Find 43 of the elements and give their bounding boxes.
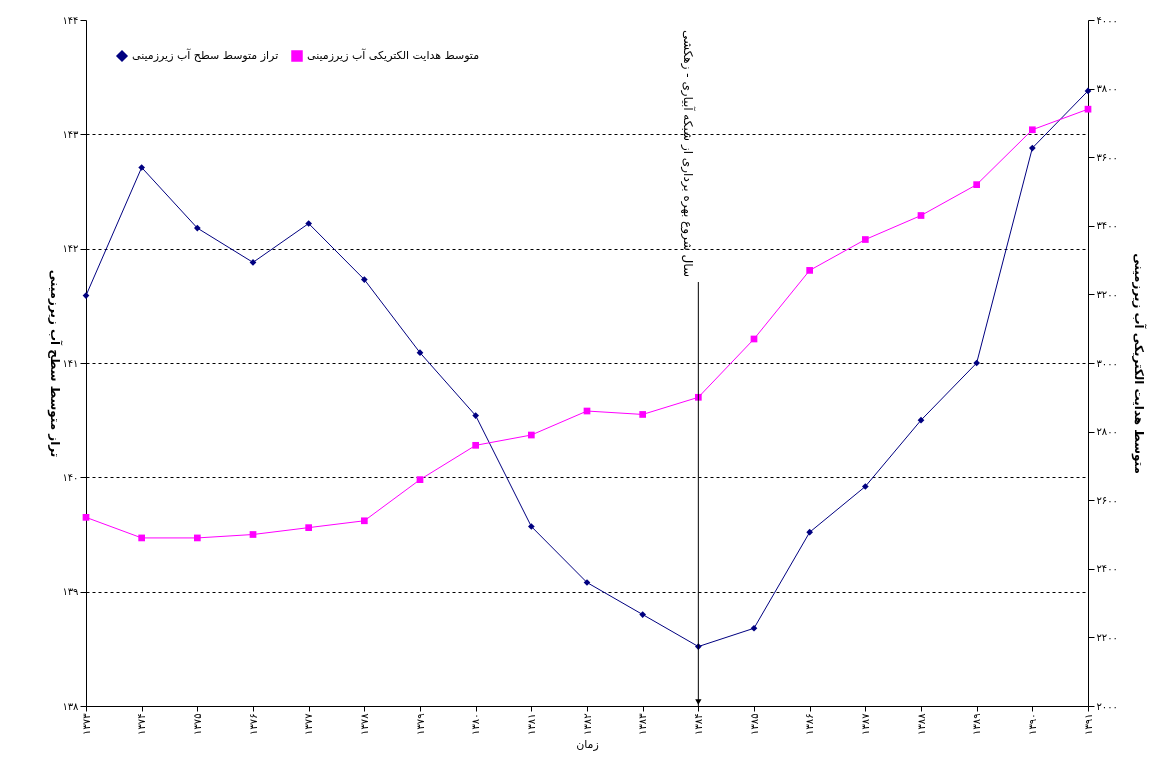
y2-tick-label: ۳۶۰۰ bbox=[1096, 151, 1118, 163]
y2-tick-label: ۴۰۰۰ bbox=[1096, 14, 1118, 26]
x-tick-label: ۱۳۸۹ bbox=[971, 713, 983, 735]
x-tick-label: ۱۳۸۷ bbox=[859, 712, 871, 735]
y2-tick-label: ۲۰۰۰ bbox=[1096, 700, 1118, 712]
y-tick-label: ۱۴۳ bbox=[62, 128, 80, 140]
ref-line-label: سال شروع بهره برداری از شبکه آبیاری - زهکشی bbox=[680, 30, 697, 277]
x-tick-label: ۱۳۷۸ bbox=[358, 712, 370, 735]
x-tick-label: ۱۳۷۶ bbox=[247, 713, 259, 735]
y2-tick-label: ۲۸۰۰ bbox=[1096, 426, 1118, 438]
x-tick-label: ۱۳۸۱ bbox=[525, 713, 537, 735]
x-tick-label: ۱۳۸۸ bbox=[915, 712, 927, 735]
x-tick-label: ۱۳۷۵ bbox=[191, 713, 203, 735]
y-tick-label: ۱۴۲ bbox=[62, 243, 79, 255]
x-tick-label: ۱۳۸۴ bbox=[692, 713, 704, 735]
x-tick-label: ۱۳۷۴ bbox=[136, 713, 148, 735]
y-axis-title: تراز متوسط سطح آب زیرزمینی bbox=[47, 269, 64, 458]
y2-tick-label: ۳۸۰۰ bbox=[1096, 83, 1118, 95]
x-tick-label: ۱۳۹۰ bbox=[1026, 713, 1038, 735]
x-tick-label: ۱۳۷۷ bbox=[303, 712, 315, 735]
y2-tick-label: ۲۴۰۰ bbox=[1096, 563, 1118, 575]
y2-tick-label: ۲۶۰۰ bbox=[1096, 494, 1118, 506]
x-tick-label: ۱۳۸۵ bbox=[748, 713, 760, 735]
y-tick-label: ۱۴۴ bbox=[62, 14, 79, 26]
y2-tick-label: ۲۲۰۰ bbox=[1096, 631, 1118, 643]
legend-label: متوسط هدایت الکتریکی آب زیرزمینی bbox=[307, 48, 480, 62]
legend-label: تراز متوسط سطح آب زیرزمینی bbox=[132, 48, 279, 62]
x-tick-label: ۱۳۸۶ bbox=[804, 713, 816, 735]
y-tick-label: ۱۴۰ bbox=[62, 471, 79, 483]
x-tick-label: ۱۳۹۱ bbox=[1082, 713, 1094, 735]
x-tick-label: ۱۳۷۹ bbox=[414, 713, 426, 735]
x-tick-label: ۱۳۸۳ bbox=[637, 712, 649, 735]
x-axis-title: زمان bbox=[576, 737, 599, 751]
y2-tick-label: ۳۴۰۰ bbox=[1096, 220, 1118, 232]
y2-tick-label: ۳۰۰۰ bbox=[1096, 357, 1118, 369]
y-tick-label: ۱۳۸ bbox=[62, 700, 80, 712]
x-tick-label: ۱۳۷۳ bbox=[80, 712, 92, 735]
y2-axis-title: متوسط هدایت الکتریکی آب زیرزمینی bbox=[1130, 253, 1147, 474]
x-tick-label: ۱۳۸۲ bbox=[581, 713, 593, 735]
y-tick-label: ۱۳۹ bbox=[62, 586, 79, 598]
y-tick-label: ۱۴۱ bbox=[62, 357, 79, 369]
y2-tick-label: ۳۲۰۰ bbox=[1096, 288, 1118, 300]
x-tick-label: ۱۳۸۰ bbox=[470, 713, 482, 735]
